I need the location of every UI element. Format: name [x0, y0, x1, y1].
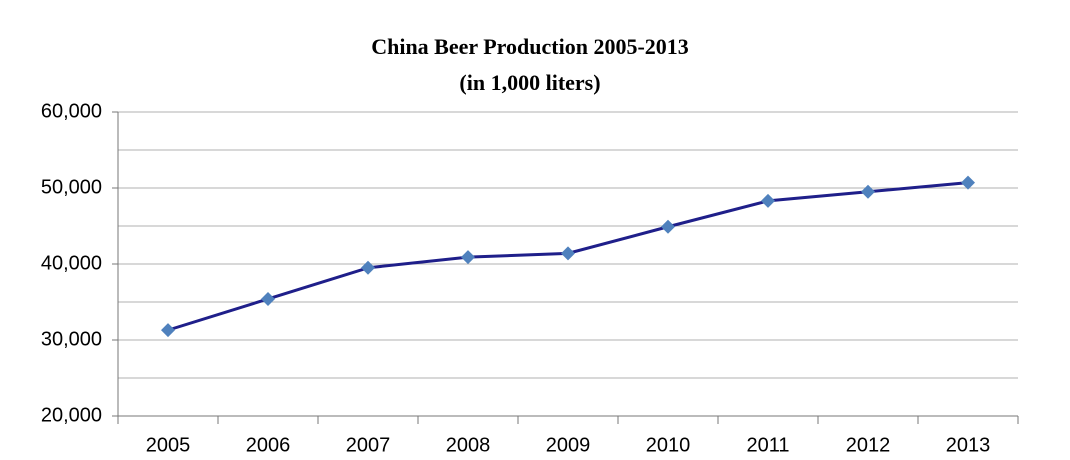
marker	[461, 250, 475, 265]
marker	[861, 184, 875, 199]
x-tick-label: 2012	[846, 434, 891, 456]
x-tick-label: 2007	[346, 434, 391, 456]
y-tick-label: 50,000	[41, 176, 102, 198]
y-tick-label: 60,000	[41, 100, 102, 122]
marker	[661, 219, 675, 234]
x-tick-label: 2011	[746, 434, 789, 456]
x-tick-label: 2006	[246, 434, 291, 456]
y-tick-label: 30,000	[41, 328, 102, 350]
x-tick-label: 2009	[546, 434, 591, 456]
y-tick-label: 20,000	[41, 404, 102, 426]
x-tick-label: 2008	[446, 434, 491, 456]
marker	[261, 291, 275, 306]
x-tick-label: 2010	[646, 434, 691, 456]
marker	[361, 260, 375, 275]
marker	[161, 323, 175, 338]
chart-subtitle: (in 1,000 liters)	[459, 70, 600, 95]
y-tick-label: 40,000	[41, 252, 102, 274]
x-tick-label: 2013	[946, 434, 991, 456]
marker	[761, 193, 775, 208]
marker	[961, 175, 975, 190]
chart-title: China Beer Production 2005-2013	[371, 34, 689, 59]
marker	[561, 246, 575, 261]
x-tick-label: 2005	[146, 434, 191, 456]
